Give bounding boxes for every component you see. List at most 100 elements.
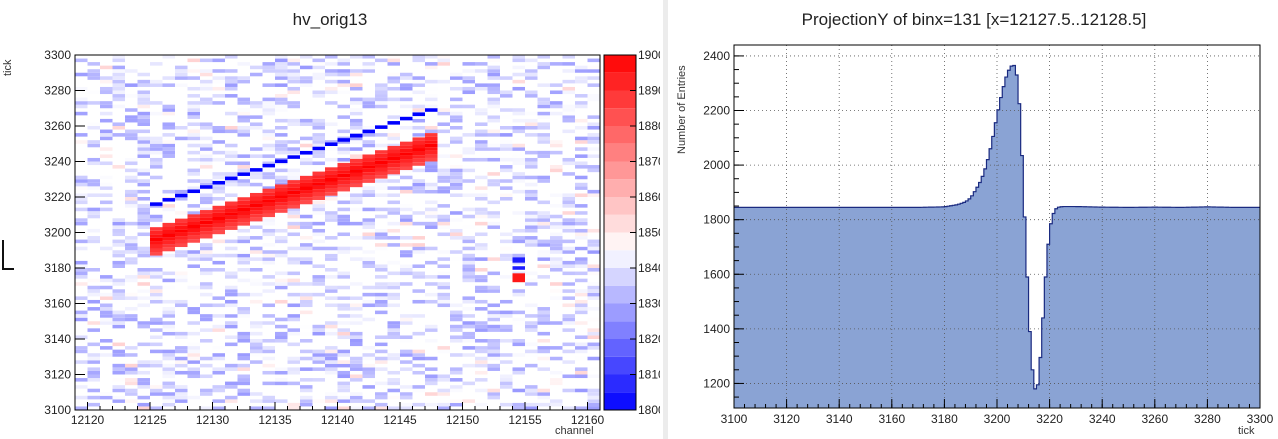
- heatmap-cell: [162, 154, 175, 158]
- heatmap-cell: [187, 204, 200, 208]
- heatmap-cell: [387, 186, 400, 190]
- heatmap-cell: [187, 186, 200, 190]
- heatmap-cell: [400, 175, 413, 180]
- heatmap-cell: [87, 353, 100, 357]
- projection-series-line: [734, 64, 1260, 390]
- heatmap-cell: [100, 104, 113, 109]
- heatmap-cell: [375, 90, 388, 95]
- heatmap-cell: [425, 324, 438, 329]
- heatmap-cell: [187, 86, 200, 91]
- heatmap-cell: [300, 339, 313, 343]
- heatmap-cell: [200, 154, 213, 158]
- heatmap-cell: [587, 115, 600, 119]
- heatmap-cell: [112, 221, 125, 226]
- heatmap-cell: [237, 363, 250, 368]
- heatmap-track-cell: [275, 202, 288, 206]
- heatmap-cell: [500, 157, 513, 162]
- heatmap-cell: [400, 321, 413, 325]
- heatmap-cell: [587, 250, 600, 254]
- heatmap-cell: [162, 399, 175, 403]
- heatmap-cell: [325, 147, 338, 151]
- heatmap-cell: [287, 257, 300, 261]
- heatmap-cell: [200, 271, 213, 276]
- heatmap-cell: [175, 275, 188, 279]
- heatmap-cell: [575, 310, 588, 315]
- heatmap-cell: [200, 83, 213, 87]
- heatmap-cell: [387, 62, 400, 66]
- heatmap-cell: [225, 86, 238, 91]
- heatmap-cell: [337, 406, 350, 410]
- heatmap-cell: [475, 378, 488, 382]
- heatmap-cell: [225, 179, 238, 183]
- heatmap-cell: [262, 161, 275, 166]
- heatmap-track-cell: [425, 133, 438, 137]
- heatmap-cell: [537, 339, 550, 343]
- heatmap-cell: [275, 108, 288, 112]
- heatmap-track-cell: [237, 214, 250, 219]
- heatmap-cell: [537, 218, 550, 222]
- heatmap-cell: [125, 317, 138, 322]
- heatmap-cell: [425, 168, 438, 173]
- heatmap-cell: [462, 133, 475, 137]
- heatmap-cell: [450, 228, 463, 233]
- heatmap-cell: [562, 218, 575, 222]
- heatmap-cell: [375, 228, 388, 233]
- heatmap-cell: [262, 143, 275, 148]
- heatmap-cell: [487, 101, 500, 105]
- heatmap-cell: [162, 207, 175, 212]
- heatmap-cell: [287, 62, 300, 66]
- heatmap-cell: [550, 282, 563, 286]
- heatmap-cell: [387, 58, 400, 63]
- heatmap-cell: [150, 271, 163, 276]
- heatmap-cell: [412, 79, 425, 84]
- heatmap-cell: [400, 353, 413, 357]
- heatmap-cell: [287, 296, 300, 300]
- projection-panel: ProjectionY of binx=131 [x=12127.5..1212…: [670, 0, 1278, 439]
- heatmap-cell: [275, 161, 288, 166]
- heatmap-cell: [362, 257, 375, 261]
- heatmap-cell: [212, 129, 225, 134]
- projection-y-tick-label: 2200: [703, 104, 730, 118]
- heatmap-cell: [537, 104, 550, 109]
- heatmap-cell: [512, 370, 525, 375]
- heatmap-cell: [162, 321, 175, 325]
- heatmap-cell: [250, 346, 263, 350]
- heatmap-cell: [537, 243, 550, 247]
- heatmap-cell: [312, 118, 325, 123]
- heatmap-cell: [187, 182, 200, 187]
- heatmap-cell: [87, 182, 100, 187]
- heatmap-cell: [325, 406, 338, 410]
- heatmap-cell: [262, 157, 275, 162]
- heatmap-cell: [350, 86, 363, 91]
- heatmap-cell: [262, 289, 275, 293]
- colorbar-segment: [604, 108, 636, 126]
- heatmap-cell: [475, 346, 488, 350]
- heatmap-cell: [200, 161, 213, 166]
- heatmap-cell: [412, 83, 425, 87]
- heatmap-track-cell: [312, 196, 325, 200]
- heatmap-cell: [137, 221, 150, 226]
- heatmap-cell: [487, 55, 500, 59]
- heatmap-cell: [412, 388, 425, 393]
- heatmap-cell: [375, 182, 388, 187]
- heatmap-cell: [150, 157, 163, 162]
- heatmap-cell: [137, 402, 150, 407]
- heatmap-track-cell: [212, 209, 225, 213]
- heatmap-cell: [462, 324, 475, 329]
- heatmap-cell: [450, 353, 463, 357]
- heatmap-track-cell: [262, 195, 275, 200]
- heatmap-cell: [437, 189, 450, 194]
- heatmap-cell: [587, 264, 600, 268]
- heatmap-cell: [300, 367, 313, 371]
- heatmap-cell: [275, 62, 288, 66]
- heatmap-cell: [175, 253, 188, 258]
- heatmap-cell: [400, 97, 413, 102]
- heatmap-cell: [550, 257, 563, 261]
- heatmap-cell: [162, 285, 175, 290]
- heatmap-cell: [312, 161, 325, 166]
- heatmap-cell: [187, 207, 200, 212]
- heatmap-cell: [212, 150, 225, 155]
- heatmap-cell: [512, 118, 525, 123]
- heatmap-cell: [287, 86, 300, 91]
- heatmap-spot-cell: [512, 273, 525, 283]
